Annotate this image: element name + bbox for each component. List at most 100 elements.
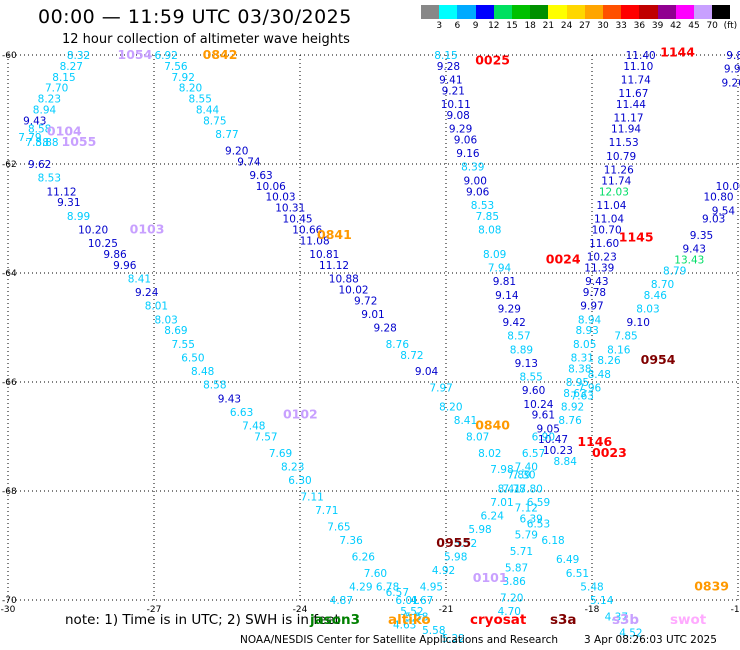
scale-swatch (457, 5, 476, 19)
wave-height-value: 7.65 (327, 521, 350, 533)
wave-height-value: 8.57 (507, 331, 530, 343)
wave-height-value: 8.93 (575, 325, 598, 337)
wave-height-value: 9.78 (583, 287, 606, 299)
pass-time-label: 0841 (317, 227, 352, 242)
page-subtitle: 12 hour collection of altimeter wave hei… (62, 32, 350, 47)
wave-height-value: 8.55 (189, 94, 212, 106)
wave-height-value: 5.14 (590, 595, 614, 607)
wave-height-value: 10.80 (704, 192, 734, 204)
wave-height-value: 8.46 (644, 290, 668, 302)
wave-height-value: 9.43 (23, 115, 46, 127)
wave-height-value: 11.74 (621, 75, 651, 87)
wave-height-value: 11.53 (609, 137, 639, 149)
y-tick-label: -60 (2, 51, 17, 61)
wave-height-value: 4.52 (619, 628, 642, 640)
wave-height-value: 11.74 (601, 175, 631, 187)
wave-height-value: 5.52 (454, 538, 477, 550)
wave-height-value: 8.76 (558, 415, 582, 427)
wave-height-value: 7.63 (571, 391, 594, 403)
wave-height-value: 7.56 (164, 61, 188, 73)
wave-height-value: 8.15 (52, 72, 75, 84)
wave-height-value: 7.55 (172, 339, 195, 351)
scale-swatch (712, 5, 731, 19)
wave-height-value: 7.48 (242, 421, 265, 433)
wave-height-value: 10.23 (543, 445, 573, 457)
wave-height-value: 8.08 (478, 224, 501, 236)
wave-height-value: 7.94 (488, 263, 512, 275)
legend-cryosat: cryosat (470, 612, 527, 628)
wave-height-value: 8.07 (466, 432, 489, 444)
scale-label: 12 (488, 21, 500, 31)
wave-height-value: 8.23 (38, 94, 61, 106)
wave-height-value: 8.99 (67, 211, 90, 223)
wave-height-value: 6.57 (386, 587, 409, 599)
wave-height-value: 9.13 (515, 358, 538, 370)
wave-height-value: 5.52 (400, 606, 423, 618)
wave-height-value: 4.29 (349, 581, 372, 593)
wave-height-value: 6.49 (556, 554, 579, 566)
wave-height-value: 6.53 (527, 519, 550, 531)
wave-height-value: 10.23 (587, 252, 617, 264)
wave-height-value: 8.94 (578, 314, 602, 326)
wave-height-value: 4.70 (498, 606, 521, 618)
wave-height-value: 9.81 (493, 276, 516, 288)
note-text: note: 1) Time is in UTC; 2) SWH is in fe… (65, 612, 340, 628)
scale-swatch (421, 5, 440, 19)
wave-height-value: 8.58 (203, 380, 226, 392)
wave-height-value: 9.62 (28, 159, 51, 171)
wave-height-value: 7.71 (315, 505, 338, 517)
x-tick-label: -30 (1, 605, 16, 615)
wave-height-value: 12.03 (599, 186, 629, 198)
wave-height-value: 6.57 (522, 448, 545, 460)
legend-s3b: s3b (612, 612, 640, 628)
wave-height-value: 9.35 (690, 230, 713, 242)
x-tick-label: -15 (731, 605, 740, 615)
wave-height-value: 8.03 (154, 314, 177, 326)
wave-height-value: 11.67 (618, 88, 648, 100)
wave-height-value: 9.14 (495, 290, 519, 302)
wave-height-value: 4.67 (410, 595, 433, 607)
wave-height-value: 5.87 (505, 562, 528, 574)
wave-height-value: 11.04 (596, 200, 626, 212)
wave-height-value: 8.53 (471, 200, 494, 212)
scale-swatch (566, 5, 585, 19)
wave-height-value: 9.80 (726, 50, 740, 62)
x-tick-label: -27 (147, 605, 162, 615)
wave-height-value: 8.23 (281, 461, 304, 473)
wave-height-value: 10.00 (716, 181, 740, 193)
pass-time-label: 1055 (62, 134, 97, 149)
wave-height-value: 7.78 (502, 483, 525, 495)
wave-height-value: 8.63 (563, 388, 586, 400)
scale-label: 30 (597, 21, 609, 31)
scale-label: 18 (524, 21, 536, 31)
wave-height-value: 8.53 (38, 173, 61, 185)
wave-height-value: 8.44 (196, 105, 220, 117)
wave-height-value: 9.41 (439, 75, 462, 87)
scale-label: 45 (688, 21, 700, 31)
wave-height-value: 8.72 (400, 350, 423, 362)
wave-height-value: 7.20 (500, 592, 523, 604)
scale-label: (ft) (723, 21, 738, 31)
wave-height-value: 8.69 (164, 325, 187, 337)
wave-height-value: 8.70 (651, 279, 674, 291)
wave-height-value: 7.40 (515, 461, 538, 473)
wave-height-value: 8.77 (215, 129, 238, 141)
wave-height-value: 6.51 (566, 568, 589, 580)
wave-height-value: 9.29 (498, 303, 521, 315)
wave-height-value: 11.94 (611, 124, 641, 136)
wave-height-value: 5.98 (468, 524, 491, 536)
wave-height-value: 9.43 (218, 393, 241, 405)
wave-height-value: 10.81 (309, 249, 339, 261)
wave-height-value: 9.61 (532, 410, 555, 422)
wave-height-value: 4.95 (420, 581, 443, 593)
y-tick-label: -70 (2, 596, 17, 606)
wave-height-value: 8.15 (434, 50, 457, 62)
x-tick-label: -24 (293, 605, 308, 615)
wave-height-value: 7.80 (519, 483, 542, 495)
scale-swatch (530, 5, 549, 19)
wave-height-value: 7.69 (269, 448, 292, 460)
wave-height-value: 8.55 (519, 372, 542, 384)
wave-height-value: 8.09 (483, 249, 506, 261)
pass-time-label: 0955 (436, 535, 471, 550)
wave-height-value: 6.59 (527, 497, 550, 509)
